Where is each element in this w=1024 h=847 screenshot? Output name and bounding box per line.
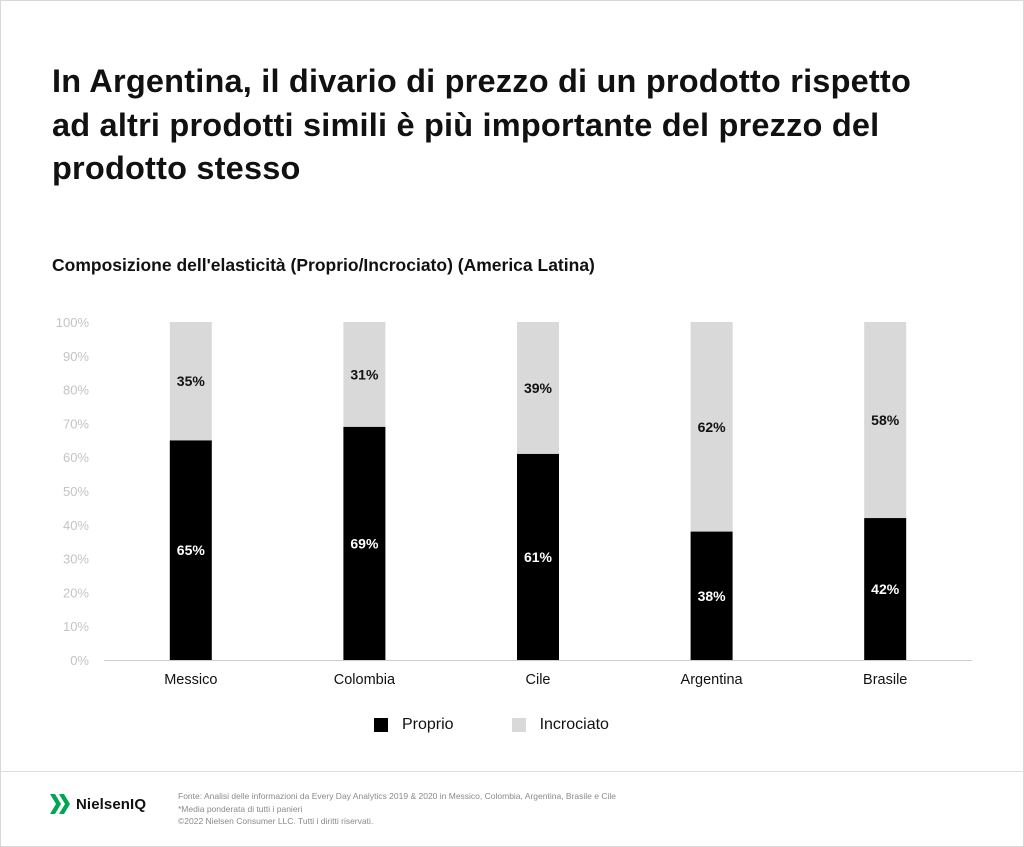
chart-subtitle: Composizione dell'elasticità (Proprio/In… xyxy=(52,255,595,275)
stacked-bar-chart: 0% 10% 20% 30% 40% 50% 60% 70% 80% 90% 100% 65% 35% M… xyxy=(56,315,972,688)
bar-incrociato-argentina xyxy=(690,322,733,532)
data-label-incrociato-argentina: 62% xyxy=(698,419,727,435)
x-tick-label: Brasile xyxy=(863,672,907,688)
y-tick-label: 70% xyxy=(63,416,89,431)
data-label-proprio-cile: 61% xyxy=(524,549,553,565)
legend-swatch-incrociato xyxy=(511,718,526,732)
data-label-incrociato-brasile: 58% xyxy=(871,412,900,428)
data-label-proprio-argentina: 38% xyxy=(698,588,727,604)
bar-incrociato-cile xyxy=(517,322,559,454)
y-tick-label: 10% xyxy=(63,619,89,634)
data-label-proprio-colombia: 69% xyxy=(350,535,379,551)
legend-label-incrociato: Incrociato xyxy=(539,716,609,733)
y-tick-label: 50% xyxy=(63,484,89,499)
y-tick-label: 90% xyxy=(63,349,89,364)
data-label-proprio-brasile: 42% xyxy=(871,581,900,597)
y-tick-label: 80% xyxy=(63,383,89,398)
data-label-incrociato-colombia: 31% xyxy=(350,366,379,382)
bar-incrociato-brasile xyxy=(864,322,907,519)
page-title: In Argentina, il divario di prezzo di un… xyxy=(52,63,911,186)
x-tick-label: Argentina xyxy=(681,672,744,688)
legend-label-proprio: Proprio xyxy=(402,716,454,733)
footer-notes: Fonte: Analisi delle informazioni da Eve… xyxy=(178,790,616,828)
bar-proprio-cile xyxy=(517,453,559,660)
y-tick-label: 0% xyxy=(70,653,89,668)
bar-proprio-argentina xyxy=(690,531,733,660)
nielseniq-logo: NielsenIQ xyxy=(50,794,146,814)
bar-incrociato-colombia xyxy=(343,322,386,427)
y-tick-label: 30% xyxy=(63,552,89,567)
chart-legend: Proprio Incrociato xyxy=(374,716,667,734)
x-tick-label: Cile xyxy=(526,672,551,688)
bar-proprio-brasile xyxy=(864,518,907,660)
footer-divider xyxy=(0,771,1024,772)
logo-wordmark: NielsenIQ xyxy=(76,795,147,813)
data-label-proprio-messico: 65% xyxy=(177,542,206,558)
y-tick-label: 20% xyxy=(63,585,89,600)
footer-copyright: ©2022 Nielsen Consumer LLC. Tutti i diri… xyxy=(178,816,374,826)
y-tick-label: 100% xyxy=(56,315,90,330)
data-label-incrociato-cile: 39% xyxy=(524,380,553,396)
footer-note: *Media ponderata di tutti i panieri xyxy=(178,803,303,814)
bar-incrociato-messico xyxy=(169,322,212,441)
bar-proprio-colombia xyxy=(343,426,386,660)
legend-swatch-proprio xyxy=(374,718,388,732)
x-tick-label: Colombia xyxy=(334,672,396,688)
y-tick-label: 40% xyxy=(63,518,89,533)
y-tick-label: 60% xyxy=(63,450,89,465)
footer-source: Fonte: Analisi delle informazioni da Eve… xyxy=(178,791,616,801)
nielseniq-logo-icon xyxy=(50,794,70,814)
x-tick-label: Messico xyxy=(164,672,217,688)
legend-item-incrociato: Incrociato xyxy=(511,716,609,734)
bar-proprio-messico xyxy=(169,440,212,660)
legend-item-proprio: Proprio xyxy=(374,716,454,734)
data-label-incrociato-messico: 35% xyxy=(177,373,206,389)
